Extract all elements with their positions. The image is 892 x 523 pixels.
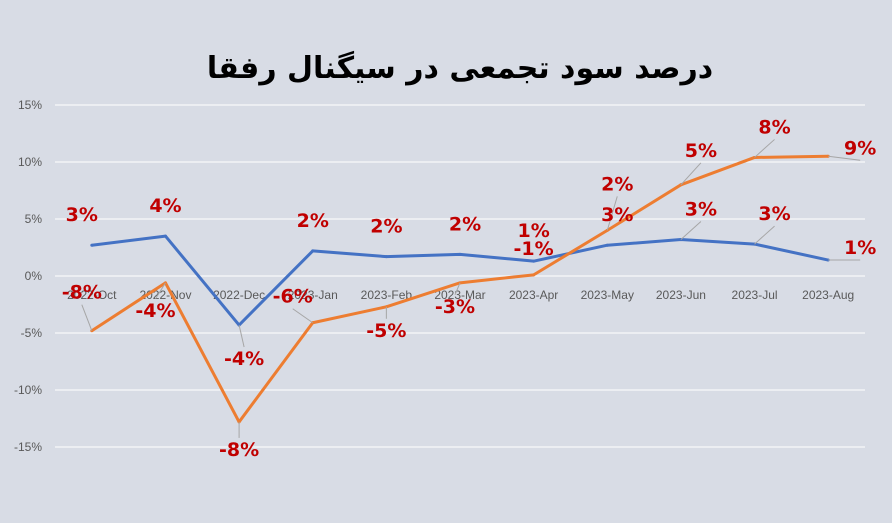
x-tick-label: 2022-Oct (67, 288, 117, 302)
x-tick-label: 2023-Feb (361, 288, 413, 302)
data-label: 2% (370, 216, 402, 238)
y-tick-label: 0% (25, 269, 43, 283)
data-label: -6% (273, 286, 313, 308)
data-label: 3% (758, 203, 790, 225)
label-leader (454, 282, 461, 296)
data-label: 3% (66, 204, 98, 226)
label-leaders (81, 139, 861, 438)
data-point (384, 255, 388, 259)
label-leader (754, 225, 775, 245)
data-label: 1% (844, 237, 876, 259)
y-tick-label: 5% (25, 212, 43, 226)
x-tick-label: 2022-Dec (213, 288, 265, 302)
label-leader (828, 155, 861, 161)
data-point (458, 252, 462, 256)
y-tick-label: -5% (21, 326, 43, 340)
chart-title: درصد سود تجمعی در سیگنال رفقا (207, 50, 713, 86)
data-label: 8% (758, 116, 790, 138)
data-label: -3% (435, 296, 475, 318)
data-label: 3% (685, 199, 717, 221)
label-leader (754, 139, 775, 158)
gridlines (55, 104, 865, 448)
data-label: -8% (62, 282, 102, 304)
data-label: -4% (135, 300, 175, 322)
data-label: 3% (601, 204, 633, 226)
x-tick-label: 2023-Jan (288, 288, 338, 302)
y-tick-label: 10% (18, 155, 42, 169)
data-label: 2% (297, 210, 329, 232)
x-tick-label: 2023-Mar (434, 288, 485, 302)
data-label: -1% (514, 238, 554, 260)
x-tick-label: 2023-Jul (732, 288, 778, 302)
data-point (605, 243, 609, 247)
x-axis-ticks: 2022-Oct 2022-Nov 2022-Dec 2023-Jan 2023-Feb… (67, 288, 854, 302)
data-point (532, 273, 536, 277)
y-tick-label: -15% (14, 440, 42, 454)
data-labels: 3% 4% -4% 2% 2% 2% 1% 3% 3% 3% 1% -8% -4% -8% -6% -5% -3… (62, 116, 877, 460)
data-label: 9% (844, 137, 876, 159)
label-leader (155, 282, 166, 300)
data-point (90, 243, 94, 247)
y-tick-label: 15% (18, 98, 42, 112)
label-leader (81, 304, 93, 331)
data-label: 1% (518, 220, 550, 242)
label-leader (606, 196, 618, 231)
x-tick-label: 2023-Jun (656, 288, 706, 302)
data-label: 2% (601, 173, 633, 195)
data-point (311, 249, 315, 253)
label-leader (292, 308, 314, 324)
x-tick-label: 2023-Apr (509, 288, 558, 302)
x-tick-label: 2023-May (581, 288, 634, 302)
data-label: 2% (449, 213, 481, 235)
data-label: 4% (149, 195, 181, 217)
data-label: 5% (685, 140, 717, 162)
label-leader (680, 221, 702, 240)
y-tick-label: -10% (14, 383, 42, 397)
data-label: -5% (366, 320, 406, 342)
data-point (532, 259, 536, 263)
data-label: -4% (224, 348, 264, 370)
label-leader (238, 324, 245, 348)
label-leader (680, 162, 702, 186)
y-axis-ticks: 15% 10% 5% 0% -5% -10% -15% (14, 98, 42, 454)
x-tick-label: 2023-Aug (802, 288, 854, 302)
data-point (163, 234, 167, 238)
data-label: -8% (219, 439, 259, 461)
